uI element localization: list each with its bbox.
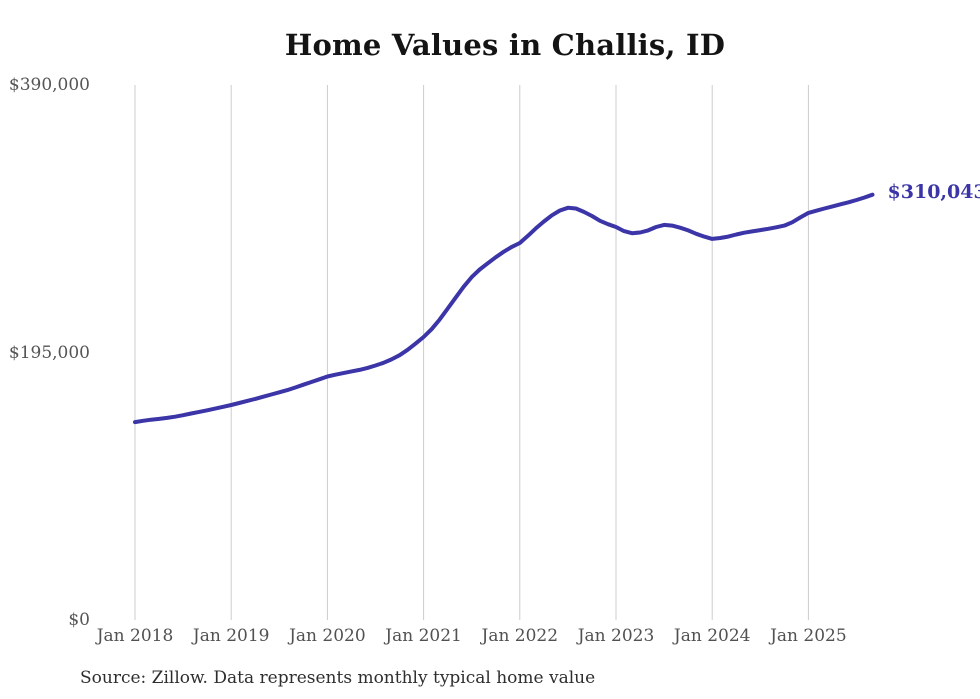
x-axis-tick-label: Jan 2018: [96, 626, 174, 646]
source-note: Source: Zillow. Data represents monthly …: [80, 668, 596, 688]
x-axis-tick-label: Jan 2025: [770, 626, 847, 646]
x-axis-tick-label: Jan 2022: [481, 626, 559, 646]
y-axis-tick-label: $0: [68, 610, 90, 630]
y-axis-tick-label: $390,000: [8, 75, 90, 95]
x-axis-tick-label: Jan 2019: [192, 626, 270, 646]
x-axis-tick-label: Jan 2023: [577, 626, 655, 646]
y-axis-tick-label: $195,000: [8, 342, 90, 363]
x-axis-tick-label: Jan 2021: [385, 626, 462, 646]
x-axis-tick-label: Jan 2020: [289, 626, 366, 646]
gridlines: [134, 85, 809, 620]
end-value-label: $310,043: [887, 180, 980, 203]
home-value-line: [133, 192, 875, 425]
chart-title: Home Values in Challis, ID: [284, 28, 726, 62]
x-axis-tick-label: Jan 2024: [673, 626, 751, 646]
